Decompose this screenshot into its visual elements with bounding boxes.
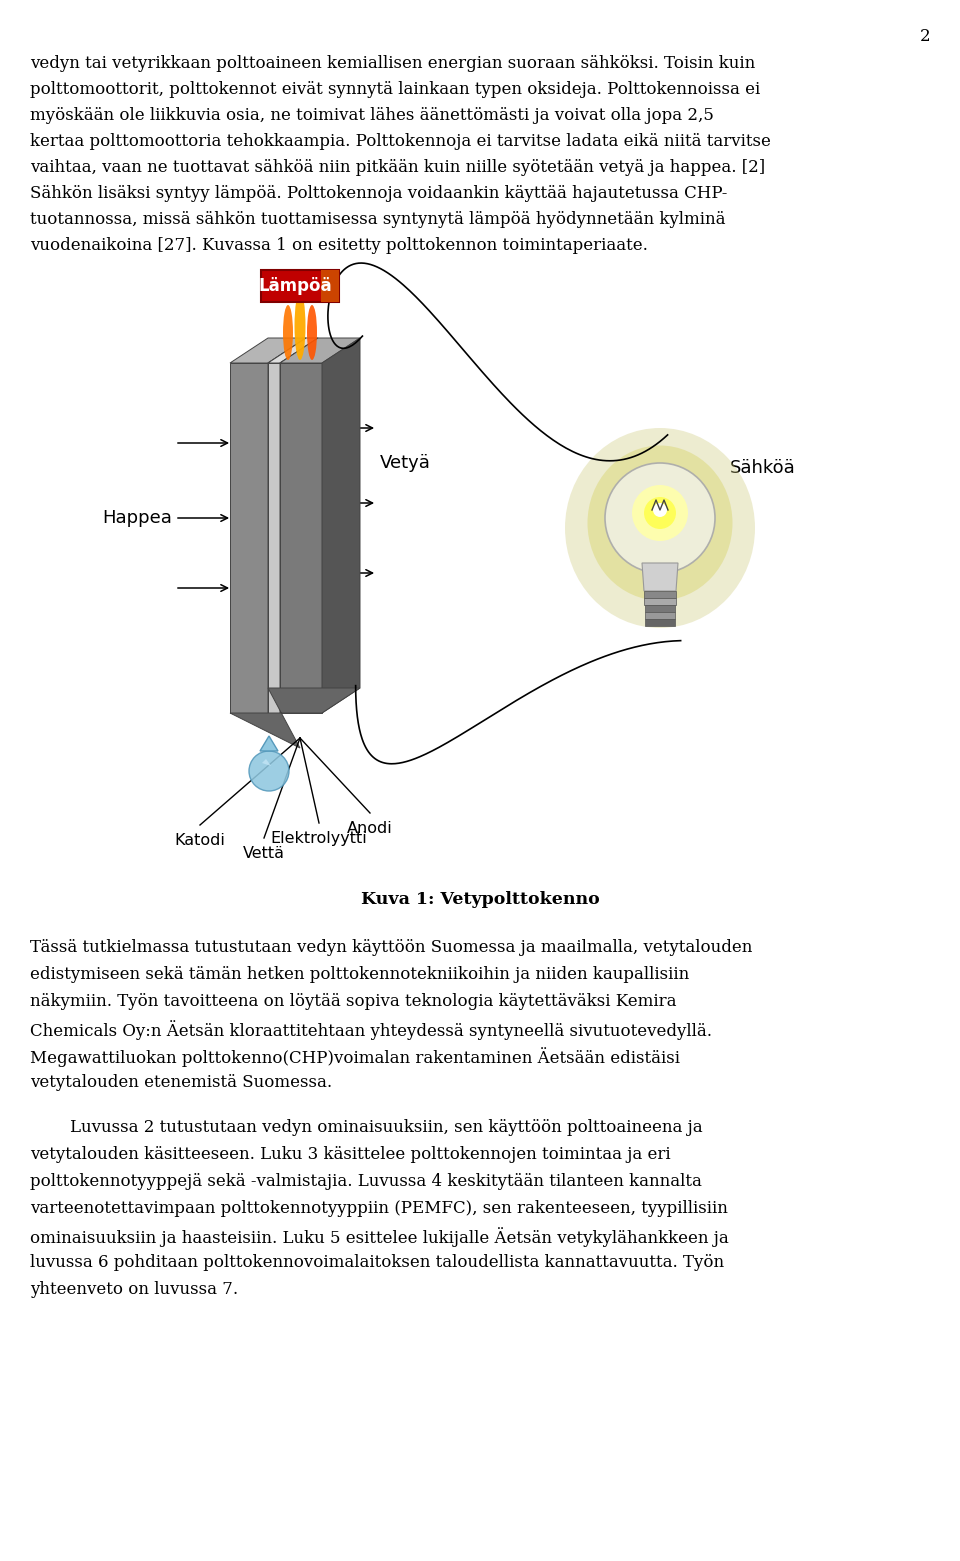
Polygon shape	[230, 688, 360, 748]
Text: Katodi: Katodi	[175, 834, 226, 848]
Text: vaihtaa, vaan ne tuottavat sähköä niin pitkään kuin niille syötetään vetyä ja ha: vaihtaa, vaan ne tuottavat sähköä niin p…	[30, 159, 765, 176]
Polygon shape	[645, 620, 675, 626]
Text: Luvussa 2 tutustutaan vedyn ominaisuuksiin, sen käyttöön polttoaineena ja: Luvussa 2 tutustutaan vedyn ominaisuuksi…	[70, 1119, 703, 1136]
Polygon shape	[642, 564, 678, 592]
Polygon shape	[644, 598, 676, 606]
Polygon shape	[268, 364, 280, 713]
Polygon shape	[230, 339, 306, 364]
Text: varteenotettavimpaan polttokennotyyppiin (PEMFC), sen rakenteeseen, tyypillisiin: varteenotettavimpaan polttokennotyyppiin…	[30, 1200, 728, 1218]
Text: tuotannossa, missä sähkön tuottamisessa syntynytä lämpöä hyödynnetään kylminä: tuotannossa, missä sähkön tuottamisessa …	[30, 211, 726, 228]
Text: 2: 2	[920, 28, 930, 45]
Polygon shape	[280, 364, 322, 713]
Polygon shape	[230, 364, 268, 713]
Text: kertaa polttomoottoria tehokkaampia. Polttokennoja ei tarvitse ladata eikä niitä: kertaa polttomoottoria tehokkaampia. Pol…	[30, 133, 771, 150]
Ellipse shape	[283, 304, 293, 361]
Text: Anodi: Anodi	[348, 821, 393, 837]
Ellipse shape	[565, 428, 755, 628]
Polygon shape	[280, 339, 318, 713]
Ellipse shape	[588, 445, 732, 601]
Text: vedyn tai vetyrikkaan polttoaineen kemiallisen energian suoraan sähköksi. Toisin: vedyn tai vetyrikkaan polttoaineen kemia…	[30, 55, 756, 72]
Text: luvussa 6 pohditaan polttokennovoimalaitoksen taloudellista kannattavuutta. Työn: luvussa 6 pohditaan polttokennovoimalait…	[30, 1253, 724, 1271]
Text: yhteenveto on luvussa 7.: yhteenveto on luvussa 7.	[30, 1282, 238, 1299]
Circle shape	[632, 485, 688, 542]
Text: Sähkön lisäksi syntyy lämpöä. Polttokennoja voidaankin käyttää hajautetussa CHP-: Sähkön lisäksi syntyy lämpöä. Polttokenn…	[30, 186, 728, 201]
Text: Vettä: Vettä	[243, 846, 285, 862]
Circle shape	[644, 496, 676, 529]
Circle shape	[653, 503, 667, 517]
Circle shape	[249, 751, 289, 791]
Text: Vetyä: Vetyä	[380, 454, 431, 471]
Text: vetytalouden etenemistä Suomessa.: vetytalouden etenemistä Suomessa.	[30, 1074, 332, 1091]
Polygon shape	[645, 612, 675, 620]
Polygon shape	[262, 759, 271, 766]
Text: Lämpöä: Lämpöä	[258, 276, 332, 295]
Text: Sähköä: Sähköä	[730, 459, 796, 478]
Ellipse shape	[307, 304, 317, 361]
Text: Elektrolyytti: Elektrolyytti	[271, 830, 368, 846]
Text: vetytalouden käsitteeseen. Luku 3 käsittelee polttokennojen toimintaa ja eri: vetytalouden käsitteeseen. Luku 3 käsitt…	[30, 1146, 671, 1163]
Polygon shape	[260, 735, 278, 751]
Polygon shape	[280, 339, 360, 364]
Polygon shape	[644, 606, 676, 612]
Text: vuodenaikoina [27]. Kuvassa 1 on esitetty polttokennon toimintaperiaate.: vuodenaikoina [27]. Kuvassa 1 on esitett…	[30, 237, 648, 254]
Text: näkymiin. Työn tavoitteena on löytää sopiva teknologia käytettäväksi Kemira: näkymiin. Työn tavoitteena on löytää sop…	[30, 993, 677, 1010]
Text: Happea: Happea	[102, 509, 172, 528]
Ellipse shape	[295, 292, 305, 361]
Circle shape	[605, 464, 715, 573]
Text: Tässä tutkielmassa tutustutaan vedyn käyttöön Suomessa ja maailmalla, vetytaloud: Tässä tutkielmassa tutustutaan vedyn käy…	[30, 940, 753, 955]
Polygon shape	[321, 270, 339, 301]
Text: edistymiseen sekä tämän hetken polttokennotekniikoihin ja niiden kaupallisiin: edistymiseen sekä tämän hetken polttoken…	[30, 966, 689, 983]
Text: Kuva 1: Vetypolttokenno: Kuva 1: Vetypolttokenno	[361, 891, 599, 909]
Text: polttokennotyyppejä sekä -valmistajia. Luvussa 4 keskitytään tilanteen kannalta: polttokennotyyppejä sekä -valmistajia. L…	[30, 1172, 702, 1189]
Text: myöskään ole liikkuvia osia, ne toimivat lähes äänettömästi ja voivat olla jopa : myöskään ole liikkuvia osia, ne toimivat…	[30, 108, 714, 123]
Polygon shape	[268, 339, 306, 713]
Text: Megawattiluokan polttokenno(CHP)voimalan rakentaminen Äetsään edistäisi: Megawattiluokan polttokenno(CHP)voimalan…	[30, 1047, 680, 1066]
Polygon shape	[268, 339, 318, 364]
Text: polttomoottorit, polttokennot eivät synnytä lainkaan typen oksideja. Polttokenno: polttomoottorit, polttokennot eivät synn…	[30, 81, 760, 98]
Text: ominaisuuksiin ja haasteisiin. Luku 5 esittelee lukijalle Äetsän vetykylähankkee: ominaisuuksiin ja haasteisiin. Luku 5 es…	[30, 1227, 729, 1247]
Polygon shape	[644, 592, 676, 598]
Text: Chemicals Oy:n Äetsän kloraattitehtaan yhteydessä syntyneellä sivutuotevedyllä.: Chemicals Oy:n Äetsän kloraattitehtaan y…	[30, 1019, 712, 1040]
FancyBboxPatch shape	[261, 270, 339, 301]
Polygon shape	[322, 339, 360, 713]
